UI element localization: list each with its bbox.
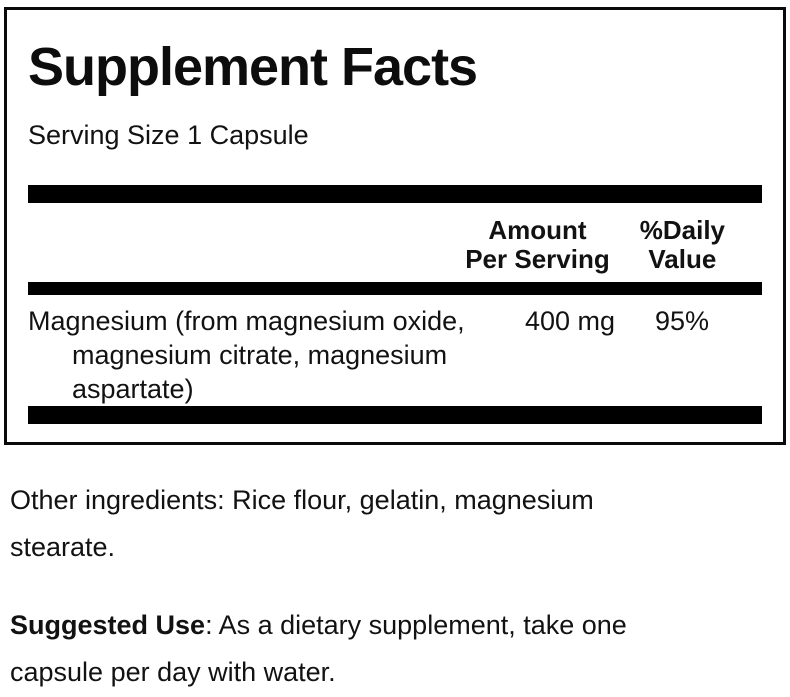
serving-size: Serving Size 1 Capsule <box>28 120 309 150</box>
suggested-use-line2: capsule per day with water. <box>10 657 336 687</box>
suggested-use: Suggested Use: As a dietary supplement, … <box>10 602 627 696</box>
ingredient-amount: 400 mg <box>524 306 615 336</box>
column-headers: Amount Per Serving %Daily Value <box>28 216 762 274</box>
table-row: Magnesium (from magnesium oxide, magnesi… <box>28 304 762 406</box>
suggested-use-label: Suggested Use <box>10 610 206 640</box>
amount-header-line2: Per Serving <box>465 244 610 274</box>
other-ingredients: Other ingredients: Rice flour, gelatin, … <box>10 477 594 571</box>
panel-title: Supplement Facts <box>28 37 478 97</box>
ingredient-name-line3: aspartate) <box>72 374 194 404</box>
supplement-facts-panel: Supplement Facts Serving Size 1 Capsule … <box>4 7 786 445</box>
divider-bar-header <box>28 282 762 295</box>
suggested-use-line1-rest: : As a dietary supplement, take one <box>205 610 627 640</box>
daily-value-header-line2: Value <box>648 244 717 274</box>
daily-value-column-header: %Daily Value <box>640 216 725 274</box>
ingredient-daily-value: 95% <box>654 306 710 336</box>
divider-bar-bottom <box>28 406 762 424</box>
ingredient-name-line1: Magnesium (from magnesium oxide, <box>28 306 465 336</box>
other-ingredients-line2: stearate. <box>10 532 116 562</box>
divider-bar-top <box>28 185 762 203</box>
amount-header-line1: Amount <box>488 215 587 245</box>
ingredient-name: Magnesium (from magnesium oxide, magnesi… <box>28 304 498 406</box>
amount-column-header: Amount Per Serving <box>465 216 610 274</box>
suggested-use-line1: Suggested Use: As a dietary supplement, … <box>10 602 627 649</box>
ingredient-name-line2: magnesium citrate, magnesium <box>72 340 448 370</box>
other-ingredients-line1: Other ingredients: Rice flour, gelatin, … <box>10 485 594 515</box>
daily-value-header-line1: %Daily <box>639 215 725 245</box>
